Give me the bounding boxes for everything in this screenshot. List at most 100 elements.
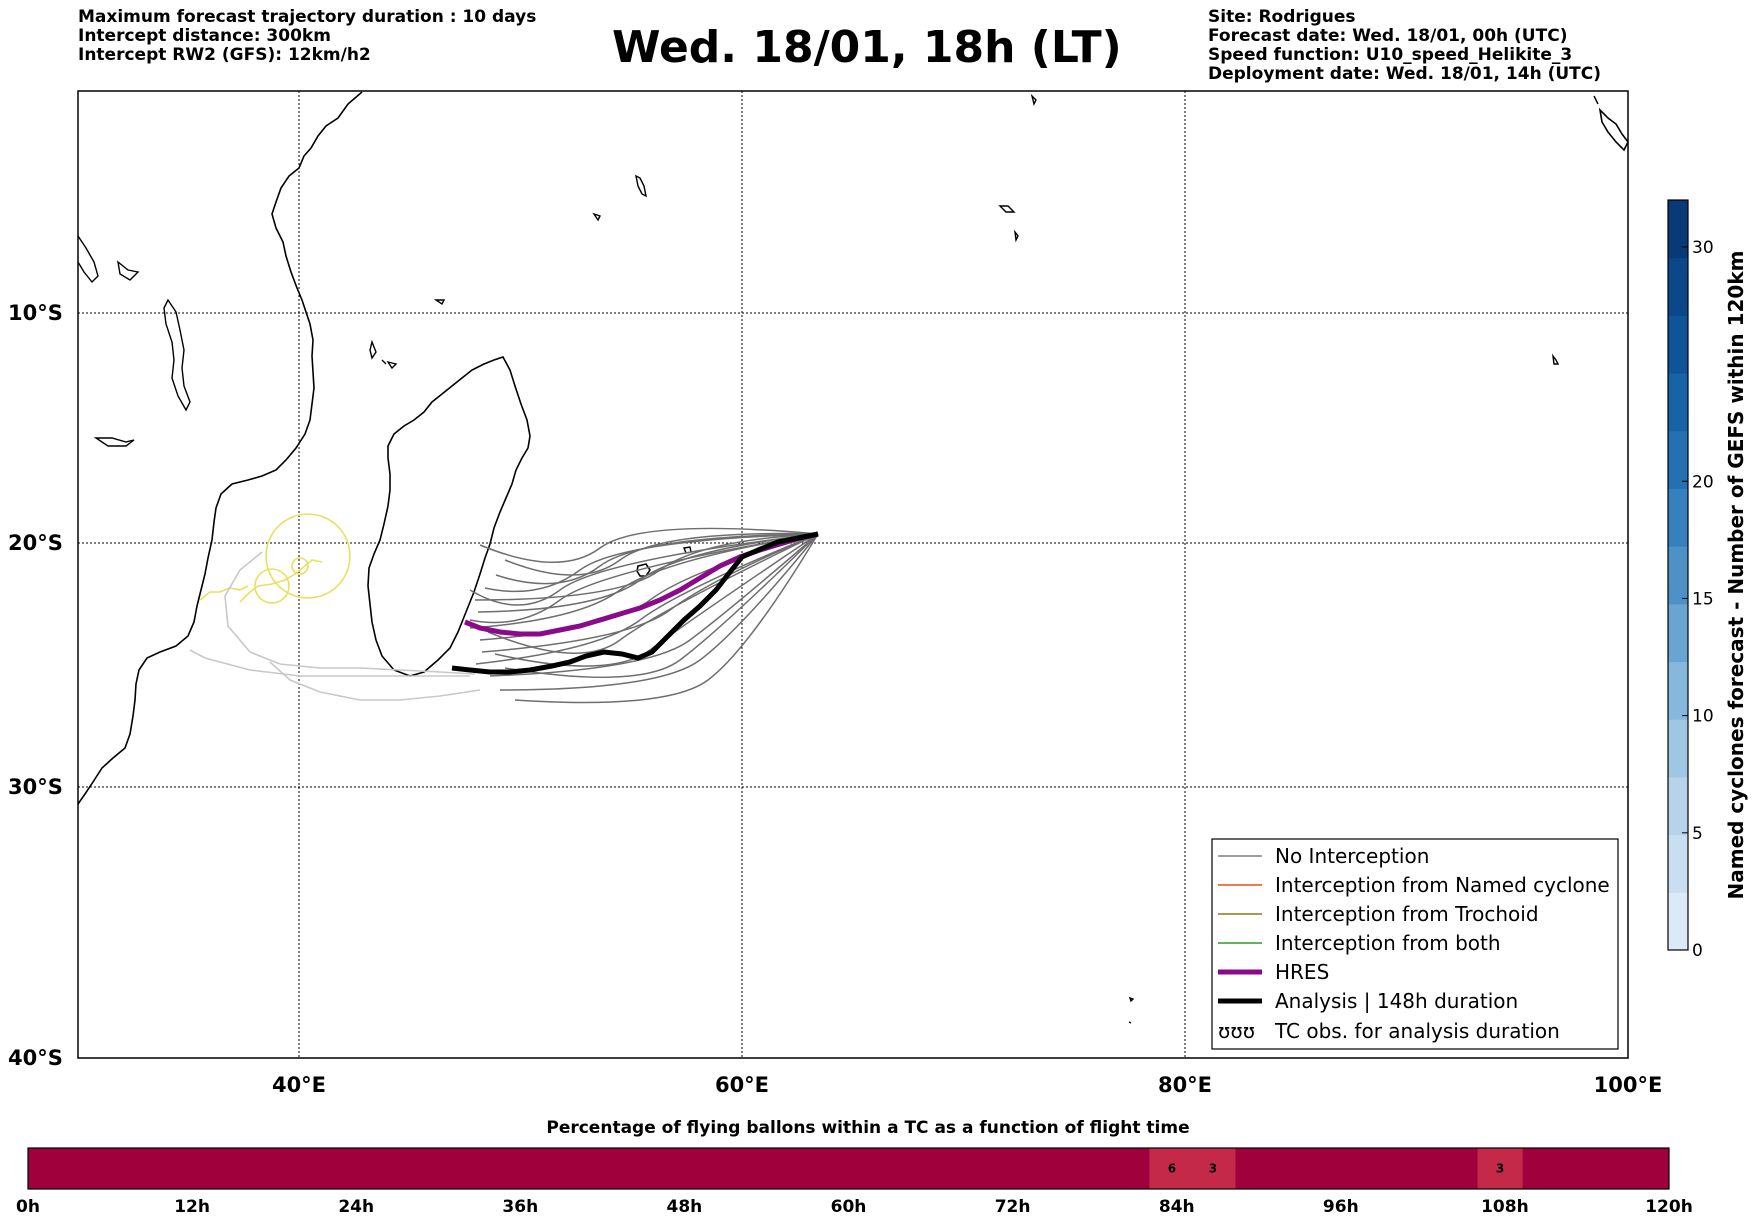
colorbar-tick-label: 5 [1692, 824, 1703, 844]
header-info-right: Site: Rodrigues Forecast date: Wed. 18/0… [1208, 8, 1601, 84]
bar-tick-label: 24h [338, 1197, 374, 1217]
ensemble-track [487, 533, 819, 654]
tc-loop-large [265, 513, 351, 599]
latitude-labels: 10°S 20°S 30°S 40°S [8, 301, 63, 1070]
colorbar-tick-label: 15 [1692, 589, 1714, 609]
lon-label-100e: 100°E [1594, 1073, 1663, 1097]
legend-label: No Interception [1275, 844, 1429, 868]
colorbar-segment [1668, 661, 1688, 720]
colorbar-segment [1668, 430, 1688, 489]
lake-small-1 [117, 260, 140, 281]
colorbar-segments [1668, 200, 1688, 951]
tc-track [199, 513, 351, 604]
island-cocos [1551, 353, 1560, 365]
header-line-speed-function: Speed function: U10_speed_Helikite_3 [1208, 45, 1573, 65]
tc-track-tail [199, 585, 249, 601]
colorbar-segment [1668, 603, 1688, 663]
island-seychelles-1 [635, 174, 647, 198]
ensemble-dark-tracks [469, 527, 819, 704]
bar-tick-label: 36h [502, 1197, 538, 1217]
island-chagos [998, 205, 1019, 243]
bar-base [28, 1148, 1669, 1189]
analysis-track [451, 531, 819, 675]
header-line-distance: Intercept distance: 300km [78, 26, 331, 46]
legend-label: Analysis | 148h duration [1275, 989, 1518, 1013]
header-line-site: Site: Rodrigues [1208, 7, 1356, 27]
header-line-intercept: Intercept RW2 (GFS): 12km/h2 [78, 45, 371, 65]
lon-label-80e: 80°E [1158, 1073, 1212, 1097]
island-seychelles-2 [592, 212, 601, 222]
bar-cell [1149, 1148, 1195, 1189]
ensemble-light-track [189, 649, 470, 677]
legend-tc-label: TC obs. for analysis duration [1274, 1019, 1560, 1043]
map-border [77, 90, 1629, 1059]
island-aldabra [433, 299, 446, 306]
ensemble-track [481, 533, 819, 653]
ensemble-light-track [269, 661, 481, 701]
colorbar-segment [1668, 315, 1688, 374]
lon-label-60e: 60°E [715, 1073, 769, 1097]
colorbar-border [1667, 199, 1689, 951]
colorbar-tick-label: 20 [1692, 472, 1714, 492]
flight-time-bar: Percentage of flying ballons within a TC… [16, 1118, 1693, 1217]
ensemble-track [469, 533, 819, 624]
tc-track-path [239, 559, 323, 603]
lat-label-30s: 30°S [8, 775, 63, 799]
page-title: Wed. 18/01, 18h (LT) [612, 22, 1122, 73]
ensemble-track [477, 533, 819, 613]
ensemble-light-track [224, 551, 476, 675]
bar-tick-label: 48h [667, 1197, 703, 1217]
bar-cells: 6 3 3 [1149, 1148, 1523, 1189]
legend-items: No Interception Interception from Named c… [1218, 844, 1610, 1013]
bar-tick-label: 60h [831, 1197, 867, 1217]
bar-cell [1477, 1148, 1523, 1189]
lat-label-20s: 20°S [8, 531, 63, 555]
bar-cell-label: 3 [1496, 1162, 1504, 1176]
ensemble-track [484, 533, 819, 593]
legend-label: Interception from Trochoid [1275, 902, 1539, 926]
ensemble-track [514, 533, 819, 704]
ensemble-track [504, 533, 819, 679]
bar-tick-label: 108h [1481, 1197, 1529, 1217]
lat-label-10s: 10°S [8, 301, 63, 325]
coastline-fragment-northwest [78, 235, 99, 284]
island-amsterdam [1128, 996, 1135, 1024]
colorbar-tick-label: 30 [1692, 238, 1714, 258]
longitude-labels: 40°E 60°E 80°E 100°E [272, 1073, 1662, 1097]
lon-label-40e: 40°E [272, 1073, 326, 1097]
legend-label: Interception from both [1275, 931, 1501, 955]
bar-tick-label: 0h [16, 1197, 40, 1217]
bar-border [27, 1147, 1670, 1190]
bar-cell-label: 3 [1209, 1162, 1217, 1176]
colorbar-title: Named cyclones forecast - Number of GEFS… [1724, 251, 1748, 900]
lake-small-2 [93, 437, 135, 447]
coastline-sumatra [1598, 107, 1628, 152]
ensemble-track [495, 533, 819, 585]
ensemble-track [469, 533, 819, 606]
bar-tick-label: 84h [1159, 1197, 1195, 1217]
header-info-left: Maximum forecast trajectory duration : 1… [78, 8, 536, 65]
colorbar-segment [1668, 373, 1688, 432]
header-line-deployment-date: Deployment date: Wed. 18/01, 14h (UTC) [1208, 64, 1602, 84]
legend-tc-symbol: ʊʊʊ [1218, 1019, 1255, 1043]
colorbar-segment [1668, 892, 1688, 951]
lat-label-40s: 40°S [8, 1046, 63, 1070]
coastline-africa [78, 91, 363, 805]
legend: No Interception Interception from Named c… [1211, 838, 1619, 1050]
ensemble-track [475, 533, 819, 665]
ensemble-light-tracks [189, 551, 481, 701]
colorbar-tick-label: 0 [1692, 941, 1703, 961]
colorbar-segment [1668, 776, 1688, 836]
legend-label: Interception from Named cyclone [1275, 873, 1610, 897]
colorbar-tick-label: 10 [1692, 707, 1714, 727]
coastline-sumatra-2 [1593, 95, 1599, 105]
bar-tick-label: 96h [1323, 1197, 1359, 1217]
colorbar: 0 5 10 15 20 30 Named cyclones forecast - Num… [1667, 199, 1748, 961]
bar-title: Percentage of flying ballons within a TC… [546, 1118, 1189, 1138]
header-line-duration: Maximum forecast trajectory duration : 1… [78, 7, 537, 27]
island-comoros-3 [381, 359, 387, 365]
colorbar-segment [1668, 546, 1688, 605]
bar-tick-label: 12h [174, 1197, 210, 1217]
bar-tick-label: 120h [1645, 1197, 1693, 1217]
